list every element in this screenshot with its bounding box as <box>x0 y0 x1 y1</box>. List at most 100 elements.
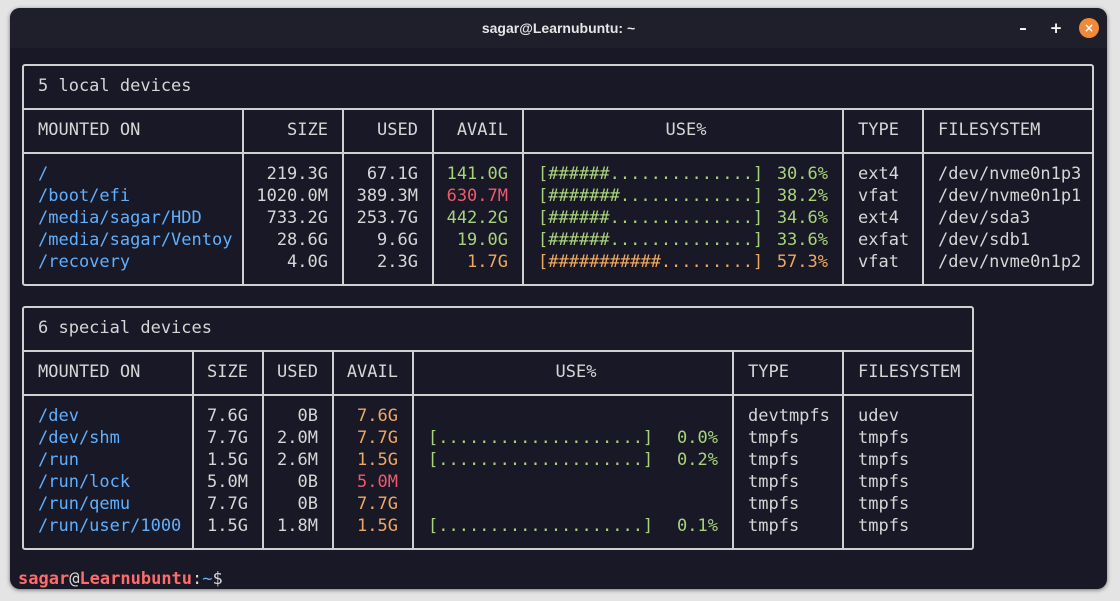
row-filesystem: tmpfs <box>858 450 910 470</box>
title-bar[interactable]: sagar@Learnubuntu: ~ – + × <box>10 8 1107 48</box>
row-avail: 5.0M <box>357 472 398 492</box>
row-avail: 1.5G <box>357 516 398 536</box>
row-size: 1.5G <box>207 516 248 536</box>
row-used: 1.8M <box>277 516 318 536</box>
row-size: 1.5G <box>207 450 248 470</box>
usage-percent: 0.0% <box>677 428 718 448</box>
row-mount: /recovery <box>38 252 131 272</box>
local-col-sep <box>522 108 524 286</box>
usage-bar: [######..............] <box>538 164 764 184</box>
local-caption: 5 local devices <box>38 76 192 96</box>
row-filesystem: tmpfs <box>858 428 910 448</box>
row-type: vfat <box>858 186 899 206</box>
row-mount: /run/user/1000 <box>38 516 182 536</box>
row-mount: /dev <box>38 406 79 426</box>
row-size: 5.0M <box>207 472 248 492</box>
row-filesystem: tmpfs <box>858 494 910 514</box>
row-filesystem: tmpfs <box>858 516 910 536</box>
row-type: tmpfs <box>748 450 800 470</box>
row-filesystem: /dev/nvme0n1p1 <box>938 186 1082 206</box>
row-type: vfat <box>858 252 899 272</box>
special-col-sep <box>412 350 414 550</box>
row-mount: /run <box>38 450 79 470</box>
local-col-sep <box>342 108 344 286</box>
local-col-sep <box>242 108 244 286</box>
usage-percent: 0.1% <box>677 516 718 536</box>
row-type: exfat <box>858 230 910 250</box>
row-mount: /dev/shm <box>38 428 120 448</box>
usage-bar: [....................] <box>428 516 654 536</box>
header-mounted-on: MOUNTED ON <box>38 120 141 140</box>
row-type: tmpfs <box>748 428 800 448</box>
header-mounted-on: MOUNTED ON <box>38 362 141 382</box>
special-devices-table <box>22 306 974 550</box>
row-filesystem: /dev/sdb1 <box>938 230 1031 250</box>
row-avail: 141.0G <box>446 164 508 184</box>
row-mount: /run/lock <box>38 472 131 492</box>
header-type: TYPE <box>748 362 789 382</box>
prompt-host: Learnubuntu <box>79 569 193 589</box>
usage-percent: 38.2% <box>776 186 828 206</box>
special-divider <box>22 394 974 396</box>
header-avail: AVAIL <box>456 120 508 140</box>
maximize-icon[interactable]: + <box>1049 19 1063 37</box>
row-used: 2.3G <box>377 252 418 272</box>
shell-prompt[interactable]: sagar@Learnubuntu:~$ <box>18 568 223 589</box>
row-type: tmpfs <box>748 472 800 492</box>
local-devices-table <box>22 64 1094 286</box>
usage-percent: 33.6% <box>776 230 828 250</box>
row-filesystem: tmpfs <box>858 472 910 492</box>
row-filesystem: /dev/sda3 <box>938 208 1031 228</box>
local-col-sep <box>842 108 844 286</box>
header-used: USED <box>277 362 318 382</box>
row-mount: /media/sagar/Ventoy <box>38 230 233 250</box>
row-type: ext4 <box>858 164 899 184</box>
row-used: 253.7G <box>356 208 418 228</box>
row-mount: /boot/efi <box>38 186 131 206</box>
usage-percent: 30.6% <box>776 164 828 184</box>
row-type: tmpfs <box>748 494 800 514</box>
prompt-at: @ <box>69 569 80 589</box>
special-caption: 6 special devices <box>38 318 212 338</box>
row-used: 0B <box>297 472 318 492</box>
row-avail: 1.7G <box>467 252 508 272</box>
row-avail: 630.7M <box>446 186 508 206</box>
terminal-content[interactable]: 5 local devices MOUNTED ON SIZE USED AVA… <box>10 48 1107 589</box>
row-type: ext4 <box>858 208 899 228</box>
window-title: sagar@Learnubuntu: ~ <box>481 20 636 36</box>
header-filesystem: FILESYSTEM <box>938 120 1041 140</box>
row-size: 4.0G <box>287 252 328 272</box>
row-used: 67.1G <box>366 164 418 184</box>
row-used: 389.3M <box>356 186 418 206</box>
local-col-sep <box>432 108 434 286</box>
header-filesystem: FILESYSTEM <box>858 362 961 382</box>
header-size: SIZE <box>207 362 248 382</box>
row-size: 7.6G <box>207 406 248 426</box>
special-col-sep <box>192 350 194 550</box>
usage-bar: [#######.............] <box>538 186 764 206</box>
row-avail: 7.6G <box>357 406 398 426</box>
header-use-pct: USE% <box>665 120 707 140</box>
row-used: 9.6G <box>377 230 418 250</box>
usage-bar: [######..............] <box>538 230 764 250</box>
minimize-icon[interactable]: – <box>1019 19 1027 37</box>
prompt-symbol: $ <box>212 569 223 589</box>
row-size: 733.2G <box>266 208 328 228</box>
row-size: 7.7G <box>207 494 248 514</box>
close-icon[interactable]: × <box>1079 18 1099 38</box>
special-col-sep <box>262 350 264 550</box>
row-filesystem: udev <box>858 406 899 426</box>
special-col-sep <box>842 350 844 550</box>
local-divider <box>22 152 1094 154</box>
usage-bar: [######..............] <box>538 208 764 228</box>
header-used: USED <box>377 120 418 140</box>
header-size: SIZE <box>287 120 328 140</box>
usage-percent: 57.3% <box>776 252 828 272</box>
prompt-user: sagar <box>18 569 70 589</box>
local-col-sep <box>922 108 924 286</box>
row-filesystem: /dev/nvme0n1p2 <box>938 252 1082 272</box>
header-use-pct: USE% <box>555 362 597 382</box>
row-avail: 442.2G <box>446 208 508 228</box>
row-size: 1020.0M <box>256 186 328 206</box>
row-size: 219.3G <box>266 164 328 184</box>
